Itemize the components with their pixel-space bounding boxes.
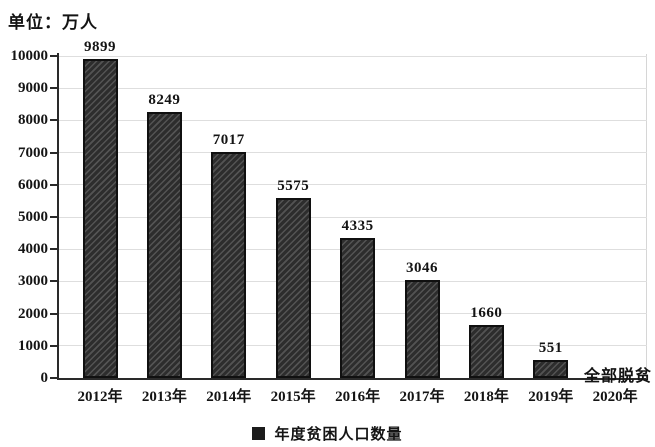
bar-value-label: 1660 xyxy=(470,304,503,321)
legend: 年度贫困人口数量 xyxy=(0,423,655,444)
bar-value-label: 8249 xyxy=(148,92,181,109)
x-axis-label-2016年: 2016年 xyxy=(335,389,381,405)
bar-value-label: 5575 xyxy=(277,178,310,195)
legend-swatch-icon xyxy=(252,427,266,440)
gridline xyxy=(59,216,647,218)
y-axis-tick xyxy=(50,87,58,90)
bar-value-label: 3046 xyxy=(406,259,438,276)
y-axis-tick xyxy=(50,151,58,154)
bar-2014年 xyxy=(211,152,247,378)
y-axis-line xyxy=(57,53,59,380)
y-axis-label: 7000 xyxy=(18,144,48,161)
gridline xyxy=(59,87,647,89)
y-axis-label: 8000 xyxy=(18,112,48,129)
x-axis-label-2015年: 2015年 xyxy=(270,389,316,405)
x-axis-label-2014年: 2014年 xyxy=(206,389,252,405)
y-axis-label: 1000 xyxy=(18,337,48,354)
y-axis-tick xyxy=(50,119,58,122)
x-axis-label-2013年: 2013年 xyxy=(141,389,187,405)
annotation-all-lifted-out-of-poverty: 全部脱贫 xyxy=(583,368,652,385)
y-axis-label: 3000 xyxy=(18,273,48,290)
gridline xyxy=(59,119,647,121)
y-axis-label: 4000 xyxy=(18,241,48,258)
gridline xyxy=(59,152,647,154)
x-axis-label-2020年: 2020年 xyxy=(592,389,638,405)
bar-2015年 xyxy=(275,198,311,378)
bar-2019年 xyxy=(533,360,569,378)
y-axis-label: 2000 xyxy=(18,305,48,322)
legend-label: 年度贫困人口数量 xyxy=(274,427,403,443)
y-axis-label: 10000 xyxy=(10,48,49,64)
x-axis-line xyxy=(57,378,648,380)
bar-value-label: 9899 xyxy=(84,39,116,56)
y-axis-tick xyxy=(50,280,58,283)
gridline xyxy=(59,184,647,186)
y-axis-tick xyxy=(50,248,58,251)
unit-label: 单位：万人 xyxy=(8,13,98,32)
y-axis-tick xyxy=(50,312,58,315)
x-axis-label-2017年: 2017年 xyxy=(399,389,445,405)
x-axis-label-2018年: 2018年 xyxy=(463,389,509,405)
bar-2017年 xyxy=(404,279,440,378)
y-axis-tick xyxy=(50,216,58,218)
x-axis-label-2012年: 2012年 xyxy=(77,389,123,405)
y-axis-tick xyxy=(50,55,58,57)
bar-2016年 xyxy=(340,238,376,378)
x-axis-label-2019年: 2019年 xyxy=(528,389,574,405)
y-axis-label: 0 xyxy=(40,370,49,386)
bar-value-label: 551 xyxy=(538,340,563,357)
y-axis-label: 6000 xyxy=(18,176,48,193)
y-axis-label: 5000 xyxy=(18,209,48,225)
bar-value-label: 7017 xyxy=(212,132,245,149)
y-axis-tick xyxy=(50,377,58,379)
bar-2013年 xyxy=(146,112,182,378)
y-axis-tick xyxy=(50,183,58,186)
bar-2018年 xyxy=(468,324,504,378)
bar-2012年 xyxy=(82,59,118,378)
gridline xyxy=(59,55,647,57)
y-axis-tick xyxy=(50,344,58,347)
y-axis-label: 9000 xyxy=(18,80,48,97)
bar-value-label: 4335 xyxy=(341,218,374,235)
